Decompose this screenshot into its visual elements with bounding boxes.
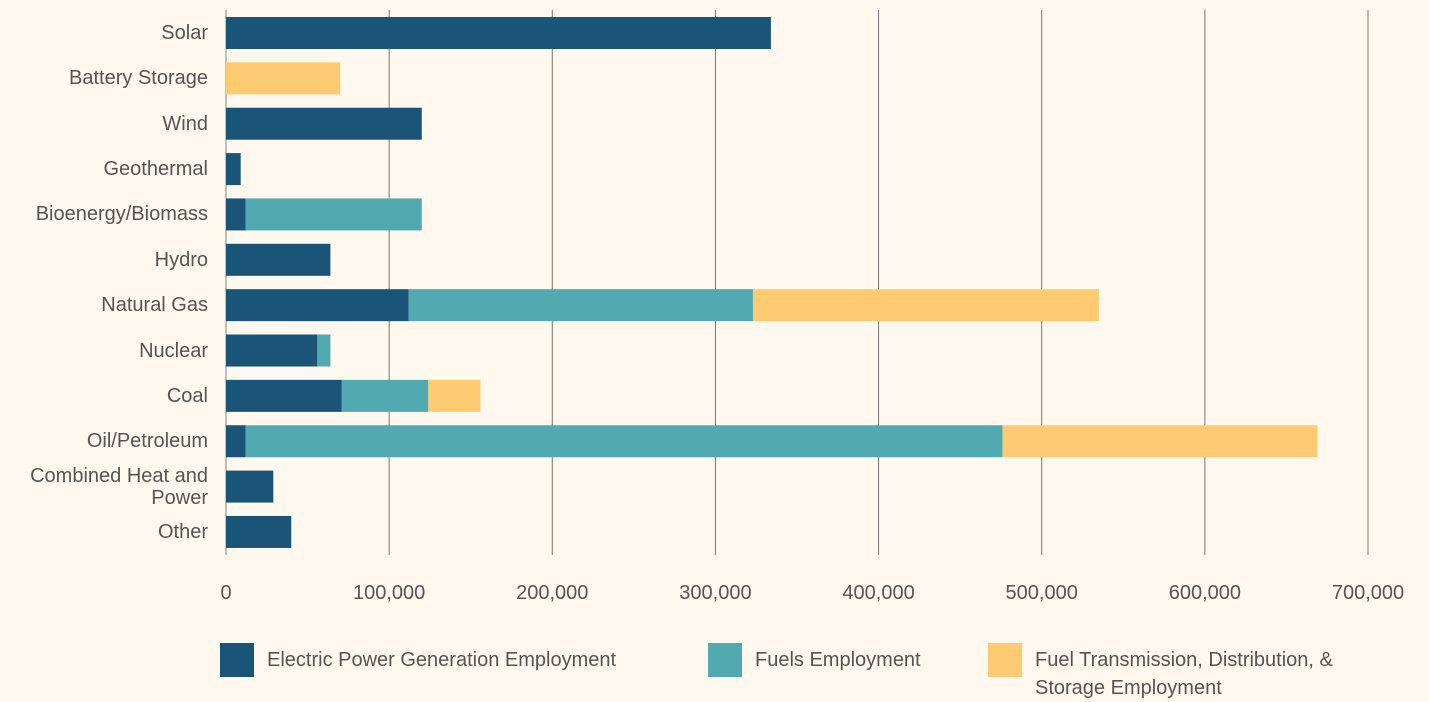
y-tick-label: Natural Gas bbox=[101, 294, 208, 317]
y-tick-label: Solar bbox=[161, 22, 208, 44]
bar-segment bbox=[226, 62, 341, 95]
bar-segment bbox=[226, 243, 331, 276]
bar-segment bbox=[226, 334, 318, 367]
x-tick-label: 100,000 bbox=[352, 582, 426, 604]
bar-segment bbox=[1002, 425, 1318, 458]
bar-segment bbox=[226, 153, 241, 186]
y-tick-label: Nuclear bbox=[139, 339, 208, 362]
bar-segment bbox=[752, 289, 1099, 322]
bar-segment bbox=[226, 17, 771, 49]
y-tick-label: Wind bbox=[162, 112, 208, 135]
bar-segment bbox=[226, 107, 422, 140]
legend-label: Electric Power Generation Employment bbox=[267, 649, 617, 671]
bar-segment bbox=[226, 379, 342, 412]
bar-segment bbox=[317, 334, 331, 367]
legend-swatch bbox=[988, 643, 1022, 677]
legend-label: Fuels Employment bbox=[755, 649, 921, 671]
y-tick-label: Coal bbox=[166, 384, 208, 407]
x-tick-label: 400,000 bbox=[842, 582, 915, 604]
y-tick-label: Hydro bbox=[154, 248, 208, 271]
y-tick-label: Combined Heat and Power bbox=[30, 464, 208, 509]
bar-segment bbox=[226, 515, 292, 548]
y-tick-label: Battery Storage bbox=[69, 67, 208, 90]
x-tick-label: 600,000 bbox=[1168, 582, 1241, 604]
y-tick-label: Bioenergy/Biomass bbox=[35, 203, 208, 226]
bar-segment bbox=[226, 289, 409, 322]
bar-segment bbox=[226, 198, 246, 231]
bar-segment bbox=[428, 379, 481, 412]
y-tick-label: Other bbox=[157, 520, 208, 543]
x-tick-label: 500,000 bbox=[1005, 582, 1078, 604]
bar-segment bbox=[245, 425, 1003, 458]
legend-swatch bbox=[708, 643, 742, 677]
bar-segment bbox=[226, 470, 274, 503]
bar-segment bbox=[245, 198, 422, 231]
legend-label: Fuel Transmission, Distribution, & Stora… bbox=[1035, 649, 1333, 699]
x-tick-label: 0 bbox=[220, 582, 232, 604]
bar-segment bbox=[341, 379, 429, 412]
bar-segment bbox=[408, 289, 753, 322]
x-tick-label: 200,000 bbox=[516, 582, 589, 604]
y-tick-label: Geothermal bbox=[103, 158, 209, 181]
bar-segment bbox=[226, 425, 246, 458]
y-tick-label: Oil/Petroleum bbox=[86, 430, 208, 453]
x-tick-label: 300,000 bbox=[679, 582, 752, 604]
legend-swatch bbox=[220, 643, 254, 677]
x-tick-label: 700,000 bbox=[1331, 582, 1405, 604]
